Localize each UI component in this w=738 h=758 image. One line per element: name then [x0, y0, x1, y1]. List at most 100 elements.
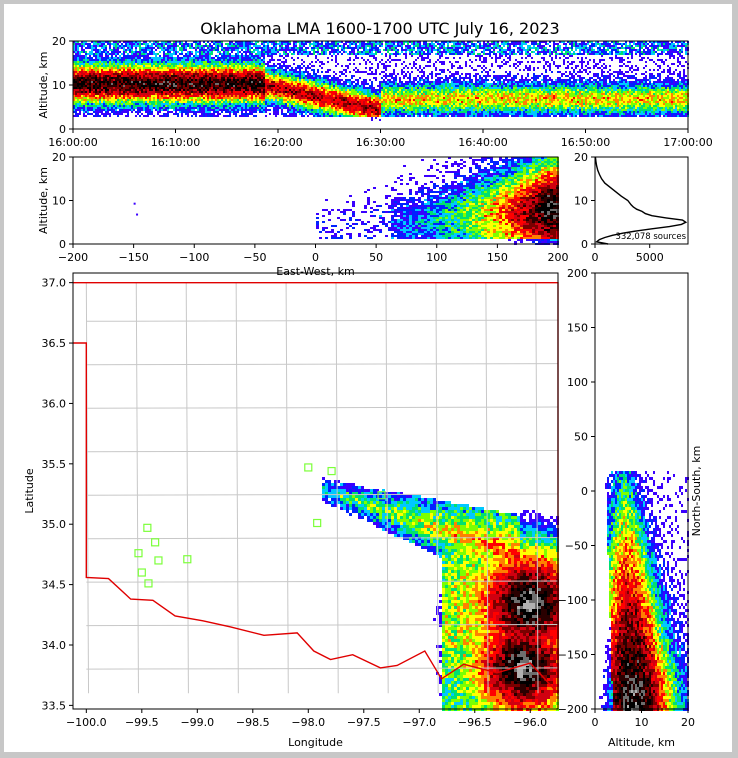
east-west-outlier: [136, 213, 139, 216]
lma-station-marker: [377, 491, 386, 500]
plan-view-xlabel: Longitude: [288, 736, 343, 749]
time-height-xtick-label: 16:20:00: [253, 136, 302, 149]
plan-view-ylabel: Latitude: [23, 468, 36, 514]
plan-view-ytick-label: 35.0: [42, 518, 67, 531]
time-height-xtick-label: 17:00:00: [663, 136, 712, 149]
time-height-ylabel: Altitude, km: [37, 51, 50, 118]
east-west-density: [133, 157, 559, 245]
plan-view-xtick-label: −99.0: [180, 716, 214, 729]
plan-view-xtick-label: −96.0: [513, 716, 547, 729]
north-south-xlabel: Altitude, km: [608, 736, 675, 749]
north-south-xtick-label: 10: [635, 716, 649, 729]
north-south-ylabel: North-South, km: [690, 446, 703, 537]
lma-station-marker: [137, 568, 146, 577]
county-line: [435, 282, 439, 694]
lma-station-marker: [154, 556, 163, 565]
county-line: [86, 450, 559, 453]
county-line: [86, 319, 559, 322]
county-boundaries: [85, 282, 559, 694]
east-west-ytick-label: 20: [52, 151, 66, 164]
north-south-ytick-label: 200: [567, 267, 588, 280]
lma-station-marker: [327, 466, 336, 476]
lma-station-marker: [143, 523, 152, 532]
north-south-ytick-label: 0: [581, 485, 588, 498]
plan-view-xtick-label: −98.5: [236, 716, 270, 729]
north-south-ytick-label: −200: [558, 703, 588, 716]
plan-view-frame: [72, 272, 559, 710]
time-height-xtick-label: 16:30:00: [356, 136, 405, 149]
east-west-ytick-label: 10: [52, 195, 66, 208]
county-line: [86, 493, 559, 496]
plan-view-density: [322, 477, 559, 711]
time-height-xtick-label: 16:00:00: [48, 136, 97, 149]
plan-view-ytick-label: 36.0: [42, 397, 67, 410]
histogram-ytick-label: 10: [574, 195, 588, 208]
east-west-xtick-label: 200: [548, 251, 569, 264]
north-south-ytick-label: 50: [574, 431, 588, 444]
plan-view-xtick-label: −97.5: [347, 716, 381, 729]
plan-view-ytick-label: 34.0: [42, 639, 67, 652]
plan-view-xtick-label: −99.5: [125, 716, 159, 729]
time-height-ytick-label: 20: [52, 35, 66, 48]
east-west-xtick-label: −50: [243, 251, 266, 264]
time-height-ytick-label: 0: [59, 123, 66, 136]
plan-view-ytick-label: 33.5: [42, 699, 67, 712]
plan-view-xtick-label: −96.5: [458, 716, 492, 729]
east-west-outlier: [133, 202, 136, 205]
histogram-ytick-label: 0: [581, 238, 588, 251]
time-height-xtick-label: 16:10:00: [151, 136, 200, 149]
east-west-xtick-label: 0: [312, 251, 319, 264]
figure-canvas: Oklahoma LMA 1600-1700 UTC July 16, 2023…: [4, 4, 732, 752]
figure-title: Oklahoma LMA 1600-1700 UTC July 16, 2023: [200, 19, 559, 38]
histogram-xtick-label: 0: [592, 251, 599, 264]
plan-view-ytick-label: 37.0: [42, 277, 67, 290]
histogram-xtick-label: 5000: [636, 251, 664, 264]
east-west-xtick-label: −150: [119, 251, 149, 264]
time-height-xtick-label: 16:50:00: [561, 136, 610, 149]
north-south-density: [599, 471, 689, 711]
plan-view-xtick-label: −97.0: [402, 716, 436, 729]
lma-station-marker: [313, 518, 322, 528]
east-west-xtick-label: 150: [487, 251, 508, 264]
lma-station-marker: [144, 579, 153, 588]
time-height-density: [73, 41, 689, 121]
north-south-ytick-label: −150: [558, 649, 588, 662]
east-west-xtick-label: 50: [369, 251, 383, 264]
source-count-annotation: 332,078 sources: [615, 232, 686, 242]
lma-station-marker: [183, 555, 192, 564]
plan-view-xtick-label: −98.0: [291, 716, 325, 729]
altitude-histogram-frame: [594, 156, 689, 245]
county-line: [86, 623, 559, 627]
county-line: [285, 282, 289, 694]
lma-station-marker: [151, 538, 160, 547]
county-line: [86, 406, 559, 409]
county-line: [86, 580, 559, 583]
north-south-xtick-label: 0: [592, 716, 599, 729]
time-height-ytick-label: 10: [52, 79, 66, 92]
north-south-xtick-label: 20: [681, 716, 695, 729]
north-south-ytick-label: 150: [567, 322, 588, 335]
county-line: [385, 282, 389, 694]
north-south-ytick-label: −50: [565, 540, 588, 553]
county-line: [86, 536, 559, 540]
county-line: [185, 282, 189, 694]
east-west-xtick-label: −200: [58, 251, 88, 264]
north-south-ytick-label: −100: [558, 594, 588, 607]
time-height-xtick-label: 16:40:00: [458, 136, 507, 149]
histogram-ytick-label: 20: [574, 151, 588, 164]
lma-station-marker: [134, 549, 143, 558]
county-line: [235, 282, 239, 694]
oklahoma-state-border: [73, 282, 559, 696]
county-line: [86, 363, 559, 366]
east-west-xlabel: East-West, km: [276, 265, 354, 278]
plan-view-ytick-label: 36.5: [42, 337, 67, 350]
lma-station-marker: [304, 463, 313, 472]
county-line: [135, 282, 139, 694]
plan-view-ytick-label: 35.5: [42, 458, 67, 471]
east-west-ytick-label: 0: [59, 238, 66, 251]
east-west-xtick-label: 100: [426, 251, 447, 264]
north-south-ytick-label: 100: [567, 376, 588, 389]
lma-figure: Oklahoma LMA 1600-1700 UTC July 16, 2023…: [23, 19, 713, 749]
plan-view-xtick-label: −100.0: [66, 716, 107, 729]
east-west-ylabel: Altitude, km: [37, 167, 50, 234]
